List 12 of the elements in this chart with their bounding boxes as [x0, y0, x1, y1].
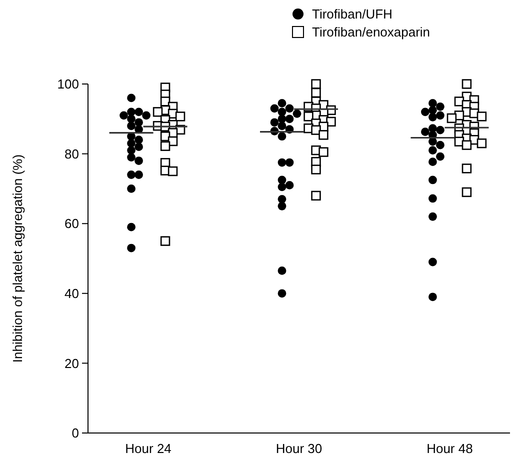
y-tick-label: 80 [64, 146, 79, 162]
x-tick-label: Hour 48 [426, 441, 473, 456]
y-axis-title: Inhibition of platelet aggregation (%) [10, 154, 25, 363]
legend-label: Tirofiban/UFH [312, 6, 392, 22]
x-tick-label: Hour 24 [125, 441, 172, 456]
x-tick-label: Hour 30 [276, 441, 322, 456]
y-tick-label: 40 [64, 286, 79, 301]
y-tick-label: 20 [64, 356, 79, 371]
y-tick-label: 100 [57, 76, 79, 92]
y-tick-label: 60 [64, 216, 79, 232]
legend-label: Tirofiban/enoxaparin [312, 24, 430, 40]
y-tick-label: 0 [72, 426, 79, 441]
